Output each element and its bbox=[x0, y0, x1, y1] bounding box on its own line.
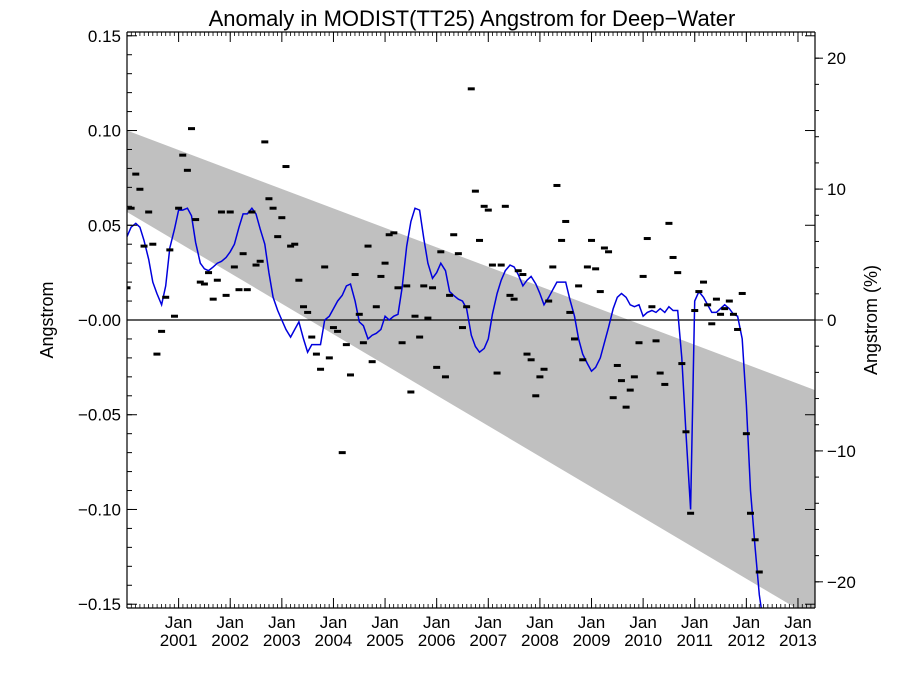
y-tick-label-right: 0 bbox=[827, 311, 836, 330]
y-tick-label-left: 0.15 bbox=[88, 27, 121, 46]
x-tick-year-label: 2009 bbox=[573, 631, 611, 650]
x-tick-year-label: 2005 bbox=[366, 631, 404, 650]
y-tick-label-left: −0.10 bbox=[78, 500, 121, 519]
y-tick-label-left: 0.10 bbox=[88, 122, 121, 141]
x-tick-year-label: 2012 bbox=[727, 631, 765, 650]
smoothed-series-line bbox=[127, 206, 762, 608]
y-tick-label-right: −20 bbox=[827, 573, 856, 592]
x-tick-month-label: Jan bbox=[784, 613, 811, 632]
x-tick-month-label: Jan bbox=[423, 613, 450, 632]
y-tick-label-left: −0.05 bbox=[78, 406, 121, 425]
y-tick-label-left: −0.15 bbox=[78, 595, 121, 614]
chart-title: Anomaly in MODIST(TT25) Angstrom for Dee… bbox=[209, 6, 736, 31]
x-tick-year-label: 2007 bbox=[469, 631, 507, 650]
x-tick-month-label: Jan bbox=[475, 613, 502, 632]
x-tick-month-label: Jan bbox=[320, 613, 347, 632]
y-tick-label-left: −0.00 bbox=[78, 311, 121, 330]
x-tick-year-label: 2011 bbox=[676, 631, 713, 650]
y-tick-label-right: −10 bbox=[827, 442, 856, 461]
x-tick-month-label: Jan bbox=[578, 613, 605, 632]
y-tick-label-left: 0.05 bbox=[88, 216, 121, 235]
x-tick-month-label: Jan bbox=[165, 613, 192, 632]
x-tick-year-label: 2006 bbox=[418, 631, 456, 650]
x-tick-month-label: Jan bbox=[217, 613, 244, 632]
x-tick-year-label: 2003 bbox=[263, 631, 301, 650]
x-tick-year-label: 2013 bbox=[779, 631, 817, 650]
x-tick-year-label: 2002 bbox=[211, 631, 249, 650]
x-tick-month-label: Jan bbox=[268, 613, 295, 632]
y-axis-label-left: Angstrom bbox=[37, 281, 57, 358]
x-tick-year-label: 2008 bbox=[521, 631, 559, 650]
trend-band bbox=[127, 130, 815, 608]
y-tick-label-right: 10 bbox=[827, 180, 846, 199]
y-tick-label-right: 20 bbox=[827, 49, 846, 68]
x-tick-month-label: Jan bbox=[629, 613, 656, 632]
x-tick-year-label: 2010 bbox=[624, 631, 662, 650]
x-tick-year-label: 2001 bbox=[160, 631, 198, 650]
x-tick-month-label: Jan bbox=[681, 613, 708, 632]
x-tick-month-label: Jan bbox=[526, 613, 553, 632]
y-axis-label-right: Angstrom (%) bbox=[861, 265, 881, 375]
x-tick-month-label: Jan bbox=[371, 613, 398, 632]
x-tick-year-label: 2004 bbox=[315, 631, 353, 650]
x-tick-month-label: Jan bbox=[733, 613, 760, 632]
